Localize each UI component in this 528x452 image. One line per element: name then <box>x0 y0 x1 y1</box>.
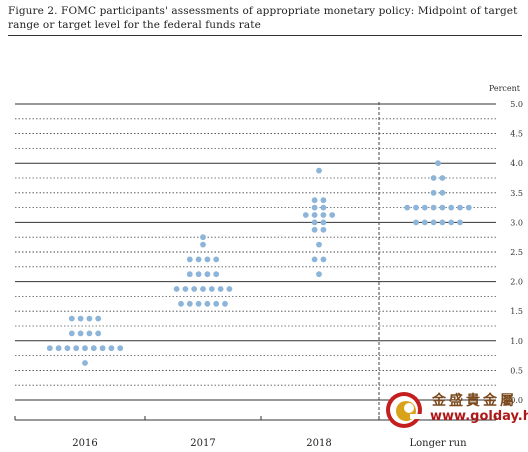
participant-dot <box>421 219 428 226</box>
participant-dot <box>320 212 327 218</box>
participant-dot <box>213 256 220 263</box>
participant-dot <box>457 204 463 211</box>
participant-dot <box>73 345 80 352</box>
participant-dot <box>186 256 193 263</box>
participant-dot <box>329 212 336 218</box>
participant-dot <box>64 345 71 352</box>
y-tick-label: 3.0 <box>510 218 523 227</box>
participant-dot <box>90 345 97 352</box>
participant-dot <box>430 219 437 226</box>
participant-dot <box>311 204 318 211</box>
participant-dot <box>186 300 193 307</box>
y-axis-unit-label: Percent <box>489 84 521 93</box>
participant-dot <box>316 167 322 174</box>
participant-dot <box>404 204 411 211</box>
participant-dot <box>465 204 472 211</box>
participant-dot <box>99 345 106 352</box>
figure-title: Figure 2. FOMC participants' assessments… <box>8 4 522 36</box>
participant-dot <box>439 175 446 181</box>
y-tick-label: 1.5 <box>510 307 523 316</box>
participant-dot <box>311 226 318 233</box>
participant-dot <box>311 256 318 263</box>
participant-dot <box>204 300 211 307</box>
y-tick-label: 4.0 <box>510 159 523 168</box>
x-category-label: 2017 <box>190 438 215 449</box>
participant-dot <box>77 330 84 337</box>
participant-dot <box>86 315 93 322</box>
participant-dot <box>320 256 327 263</box>
y-tick-label: 0.0 <box>510 396 523 405</box>
y-tick-label: 5.0 <box>510 100 523 109</box>
participant-dot <box>200 234 206 241</box>
participant-dot <box>191 286 198 292</box>
participant-dot <box>311 212 318 218</box>
participant-dot <box>320 219 327 226</box>
x-category-label: Longer run <box>409 438 467 449</box>
y-tick-label: 1.0 <box>510 337 523 346</box>
participant-dot <box>226 286 233 292</box>
participant-dot <box>320 204 327 211</box>
participant-dot <box>95 330 102 337</box>
participant-dot <box>430 175 437 181</box>
participant-dot <box>195 300 202 307</box>
x-category-label: 2016 <box>72 438 97 449</box>
participant-dot <box>222 300 228 307</box>
participant-dot <box>430 189 437 196</box>
participant-dot <box>182 286 189 292</box>
participant-dot <box>439 204 446 211</box>
participant-dot <box>208 286 215 292</box>
participant-dot <box>421 204 428 211</box>
participant-dot <box>320 197 327 204</box>
x-category-label: 2018 <box>306 438 331 449</box>
participant-dot <box>439 219 446 226</box>
participant-dot <box>413 219 419 226</box>
participant-dot <box>439 189 446 196</box>
participant-dot <box>448 219 455 226</box>
participant-dot <box>217 286 224 292</box>
participant-dot <box>204 256 211 263</box>
participant-dot <box>117 345 124 352</box>
participant-dot <box>430 204 437 211</box>
participant-dot <box>108 345 115 352</box>
participant-dot <box>413 204 419 211</box>
participant-dot <box>195 271 202 278</box>
y-tick-label: 2.0 <box>510 278 523 287</box>
participant-dot <box>311 197 318 204</box>
participant-dot <box>316 241 322 248</box>
participant-dot <box>195 256 202 263</box>
participant-dot <box>213 271 220 278</box>
participant-dot <box>435 160 441 167</box>
participant-dot <box>320 226 327 233</box>
participant-dot <box>200 286 206 292</box>
participant-dot <box>173 286 180 292</box>
participant-dot <box>82 360 88 366</box>
participant-dot <box>302 212 309 218</box>
participant-dot <box>316 271 322 278</box>
watermark-name: 金盛貴金屬 <box>432 393 517 409</box>
y-tick-label: 2.5 <box>510 248 523 257</box>
participant-dot <box>86 330 93 337</box>
participant-dot <box>77 315 84 322</box>
participant-dot <box>186 271 193 278</box>
participant-dot <box>448 204 455 211</box>
participant-dot <box>457 219 463 226</box>
participant-dot <box>311 219 318 226</box>
participant-dot <box>204 271 211 278</box>
participant-dot <box>68 315 75 322</box>
participant-dot <box>46 345 53 352</box>
participant-dot <box>200 241 206 248</box>
y-tick-label: 0.5 <box>510 366 523 375</box>
participant-dot <box>178 300 184 307</box>
y-tick-label: 4.5 <box>510 130 523 139</box>
participant-dot <box>213 300 220 307</box>
participant-dot <box>68 330 75 337</box>
participant-dot <box>95 315 102 322</box>
y-tick-label: 3.5 <box>510 189 523 198</box>
participant-dot <box>82 345 88 352</box>
watermark-url: www.golday.hk <box>430 409 528 424</box>
golday-logo-icon <box>386 392 422 428</box>
participant-dot <box>55 345 62 352</box>
watermark: 金盛貴金屬 www.golday.hk <box>382 384 528 434</box>
